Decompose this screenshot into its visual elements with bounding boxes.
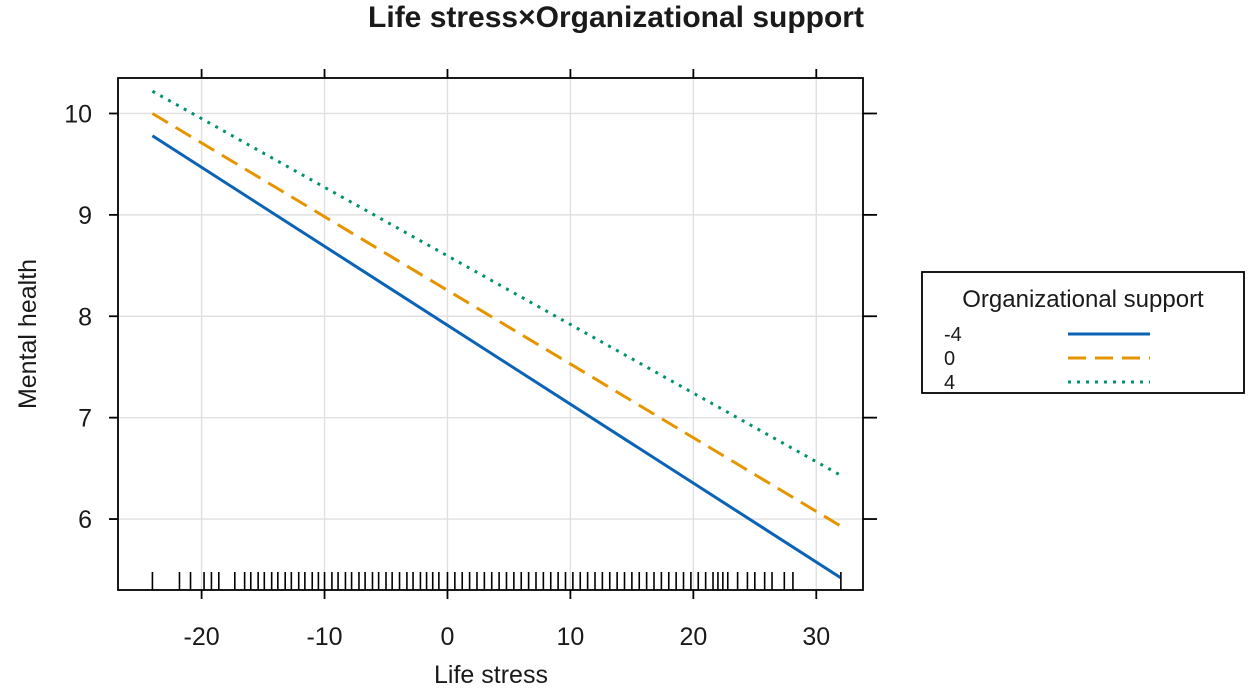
legend-title: Organizational support (962, 286, 1204, 313)
y-tick-label: 6 (78, 506, 92, 534)
series-line (151, 89, 842, 477)
x-tick-label: 30 (802, 623, 830, 651)
chart-title: Life stress×Organizational support (368, 1, 864, 34)
x-tick-label: 20 (679, 623, 707, 651)
x-tick-label: 0 (441, 623, 455, 651)
legend-label: 4 (944, 372, 955, 394)
grid (118, 78, 863, 590)
legend: Organizational support -404 (921, 271, 1245, 394)
y-axis-label: Mental health (14, 259, 42, 409)
legend-label: -4 (944, 324, 962, 346)
y-tick-label: 10 (64, 100, 92, 128)
legend-label: 0 (944, 348, 955, 370)
x-axis-label: Life stress (434, 661, 548, 688)
y-tick-label: 8 (78, 303, 92, 331)
series-line (151, 112, 842, 528)
y-tick-label: 9 (78, 202, 92, 230)
rug (151, 572, 842, 590)
x-tick-label: -20 (184, 623, 220, 651)
series-line (151, 134, 842, 580)
x-tick-label: 10 (557, 623, 585, 651)
plot-frame (117, 77, 864, 591)
x-tick-label: -10 (306, 623, 342, 651)
series-lines (151, 89, 842, 580)
legend-entries: -404 (944, 324, 1150, 394)
y-tick-label: 7 (78, 405, 92, 433)
axis-ticks: -20 -10 0 10 20 30 6 7 8 9 10 (64, 69, 877, 651)
